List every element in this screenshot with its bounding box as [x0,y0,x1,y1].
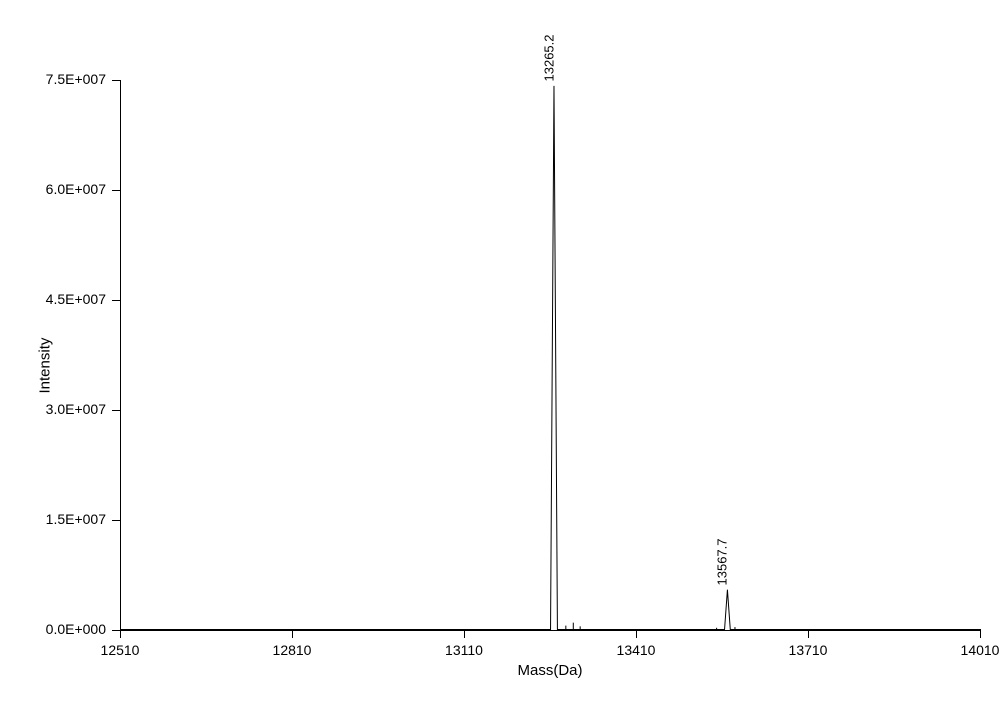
y-axis-label: Intensity [37,314,54,394]
y-tick-label: 1.5E+007 [24,511,106,527]
minor-bump [580,626,581,629]
y-tick [112,80,120,81]
y-tick [112,520,120,521]
minor-bump [565,626,566,630]
x-tick [980,630,981,638]
x-tick-label: 12810 [262,642,322,658]
x-tick [464,630,465,638]
minor-bump [573,623,574,630]
x-axis-label: Mass(Da) [500,662,600,679]
y-tick [112,630,120,631]
peak-label: 13265.2 [541,34,556,81]
x-tick-label: 13710 [778,642,838,658]
mass-spectrum-chart: Intensity Mass(Da) 0.0E+000 1.5E+007 3.0E+00… [0,0,1000,710]
y-tick-label: 4.5E+007 [24,291,106,307]
plot-area [120,80,981,631]
x-tick-label: 13410 [606,642,666,658]
x-tick [120,630,121,638]
x-tick [808,630,809,638]
y-tick [112,410,120,411]
x-tick-label: 12510 [90,642,150,658]
minor-bump [734,627,735,629]
x-tick [636,630,637,638]
spectrum-svg [121,80,981,630]
y-tick [112,190,120,191]
y-tick-label: 3.0E+007 [24,401,106,417]
peak-label: 13567.7 [715,538,730,585]
x-tick-label: 14010 [950,642,1000,658]
minor-bump [716,628,717,630]
x-tick [292,630,293,638]
y-tick [112,300,120,301]
y-tick-label: 0.0E+000 [24,621,106,637]
spectrum-line [121,86,981,630]
y-tick-label: 6.0E+007 [24,181,106,197]
x-tick-label: 13110 [434,642,494,658]
y-tick-label: 7.5E+007 [24,71,106,87]
